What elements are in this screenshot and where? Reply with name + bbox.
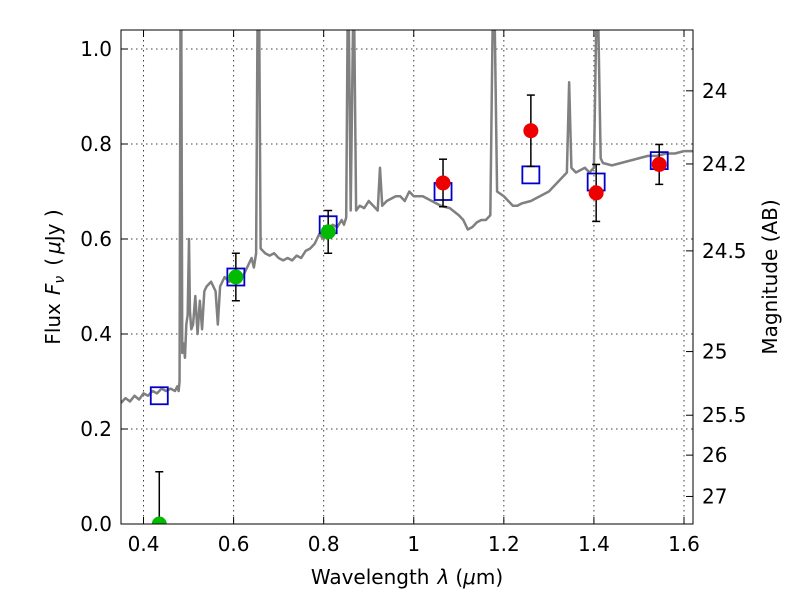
y-tick-label: 0.0 (80, 512, 112, 536)
photometry-point (435, 175, 451, 191)
y-tick-label: 1.0 (80, 37, 112, 61)
y-axis-title-text: Flux (41, 303, 65, 345)
y-axis-unit-mu: μ (41, 241, 65, 255)
y2-tick-label: 24.5 (702, 239, 747, 263)
y2-tick-label: 24.2 (702, 152, 747, 176)
x-axis-title-text: Wavelength (311, 565, 430, 589)
y2-tick-label: 26 (702, 443, 727, 467)
y-axis-unit-close: Jy ) (41, 209, 65, 243)
y2-tick-label: 25 (702, 340, 727, 364)
axis-ticks: 0.4 0.6 0.8 1 1.2 1.4 1.6 0.0 0.2 0.4 0.6 0.8 1.0 24 2… (80, 30, 747, 556)
x-tick-label: 1.4 (578, 532, 610, 556)
plot-area (121, 30, 693, 524)
photometry-point (523, 123, 539, 139)
x-tick-label: 0.6 (218, 532, 250, 556)
photometry-point (588, 185, 604, 201)
y2-axis-title: Magnitude (AB) (758, 199, 782, 354)
x-axis-unit-close: m) (476, 565, 503, 589)
model-photometry-marker (149, 386, 169, 406)
photometry-point (320, 224, 336, 240)
y-tick-label: 0.2 (80, 417, 112, 441)
plot-frame (120, 29, 694, 525)
y-axis-symbol: F (41, 283, 65, 295)
photometry-point (651, 156, 667, 172)
y2-tick-label: 25.5 (702, 403, 747, 427)
x-tick-label: 0.4 (128, 532, 160, 556)
y2-tick-label: 27 (702, 484, 727, 508)
x-axis-title: Wavelength λ (μm) (311, 565, 503, 589)
x-tick-label: 1.6 (668, 532, 700, 556)
x-tick-label: 0.8 (308, 532, 340, 556)
y-tick-label: 0.8 (80, 132, 112, 156)
x-axis-unit-open: ( (455, 565, 463, 589)
photometry-point (228, 269, 244, 285)
y-axis-title: Flux Fν ( μJy ) (41, 209, 68, 344)
y2-tick-label: 24 (702, 79, 727, 103)
y-tick-label: 0.6 (80, 227, 112, 251)
x-axis-unit-mu: μ (462, 565, 476, 589)
y-axis-unit-open: ( (41, 258, 65, 266)
x-tick-label: 1 (407, 532, 420, 556)
model-spectrum-line (121, 30, 693, 404)
y-tick-label: 0.4 (80, 322, 112, 346)
photometry-point (151, 516, 167, 524)
y-axis-subscript: ν (52, 276, 68, 284)
x-axis-symbol: λ (436, 565, 449, 589)
grid-lines (121, 30, 693, 524)
x-tick-label: 1.2 (488, 532, 520, 556)
